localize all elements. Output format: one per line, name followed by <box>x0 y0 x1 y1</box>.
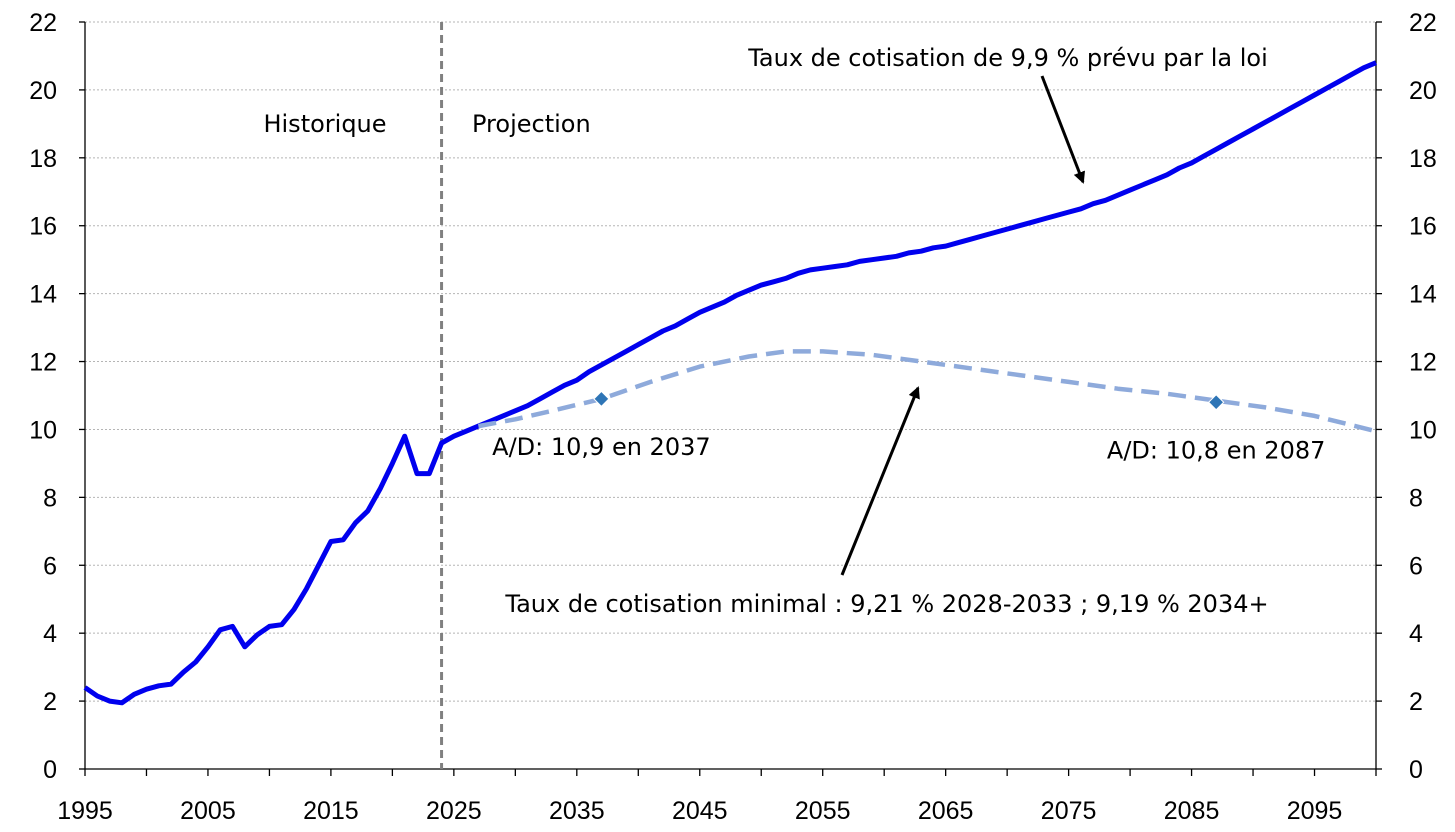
y-tick-label-right: 10 <box>1409 416 1437 444</box>
y-tick-label-left: 18 <box>29 145 57 173</box>
y-tick-label-left: 2 <box>43 688 57 716</box>
x-tick-label: 2075 <box>1041 797 1097 825</box>
x-tick-label: 2085 <box>1164 797 1220 825</box>
y-tick-label-right: 18 <box>1409 145 1437 173</box>
diamond-marker <box>1207 394 1225 411</box>
annotation-minimal-rate: Taux de cotisation minimal : 9,21 % 2028… <box>504 590 1268 618</box>
series-line-minimal <box>477 349 1377 434</box>
y-tick-label-right: 20 <box>1409 77 1437 105</box>
y-tick-label-left: 22 <box>29 9 57 37</box>
y-tick-label-right: 2 <box>1409 688 1423 716</box>
y-tick-label-left: 8 <box>43 484 57 512</box>
y-tick-label-left: 6 <box>43 552 57 580</box>
region-label-projection: Projection <box>472 110 591 138</box>
marker-label: A/D: 10,9 en 2037 <box>492 433 710 461</box>
y-tick-label-right: 12 <box>1409 349 1437 377</box>
x-tick-label: 2055 <box>795 797 851 825</box>
annotation-arrow-statutory <box>1040 75 1085 184</box>
y-tick-label-right: 22 <box>1409 9 1437 37</box>
y-axis-right-ticks: 0 2 4 6 8 10 12 14 16 18 20 22 <box>1376 9 1437 784</box>
y-axis-left-ticks: 0 2 4 6 8 10 12 14 16 18 20 22 <box>29 9 85 784</box>
region-label-historique: Historique <box>263 110 386 138</box>
axes <box>84 22 1377 770</box>
x-tick-label: 2065 <box>918 797 974 825</box>
annotation-statutory-rate: Taux de cotisation de 9,9 % prévu par la… <box>747 44 1268 72</box>
y-tick-label-left: 0 <box>43 756 57 784</box>
y-tick-label-left: 12 <box>29 349 57 377</box>
x-tick-label: 2015 <box>303 797 359 825</box>
marker-label: A/D: 10,8 en 2087 <box>1107 436 1325 464</box>
y-tick-label-left: 20 <box>29 77 57 105</box>
x-tick-label: 2045 <box>672 797 728 825</box>
y-tick-label-right: 0 <box>1409 756 1423 784</box>
x-tick-label: 2025 <box>426 797 482 825</box>
x-tick-label: 2095 <box>1287 797 1343 825</box>
annotation-arrow-minimal <box>840 386 920 576</box>
y-tick-label-right: 6 <box>1409 552 1423 580</box>
y-tick-label-left: 14 <box>29 281 57 309</box>
y-tick-label-right: 14 <box>1409 281 1437 309</box>
x-axis-ticks: 1995 2005 2015 2025 2035 2045 2055 2065 2075 2085… <box>57 769 1377 825</box>
y-tick-label-left: 16 <box>29 213 57 241</box>
y-tick-label-right: 16 <box>1409 213 1437 241</box>
y-tick-label-right: 4 <box>1409 620 1423 648</box>
y-tick-label-left: 4 <box>43 620 57 648</box>
series-lines <box>83 60 1377 706</box>
markers: A/D: 10,9 en 2037 A/D: 10,8 en 2087 <box>492 390 1325 464</box>
x-tick-label: 1995 <box>57 797 113 825</box>
y-tick-label-left: 10 <box>29 416 57 444</box>
x-tick-label: 2005 <box>180 797 236 825</box>
x-tick-label: 2035 <box>549 797 605 825</box>
y-tick-label-right: 8 <box>1409 484 1423 512</box>
diamond-marker <box>593 390 610 408</box>
series-line-actual <box>83 60 1377 706</box>
